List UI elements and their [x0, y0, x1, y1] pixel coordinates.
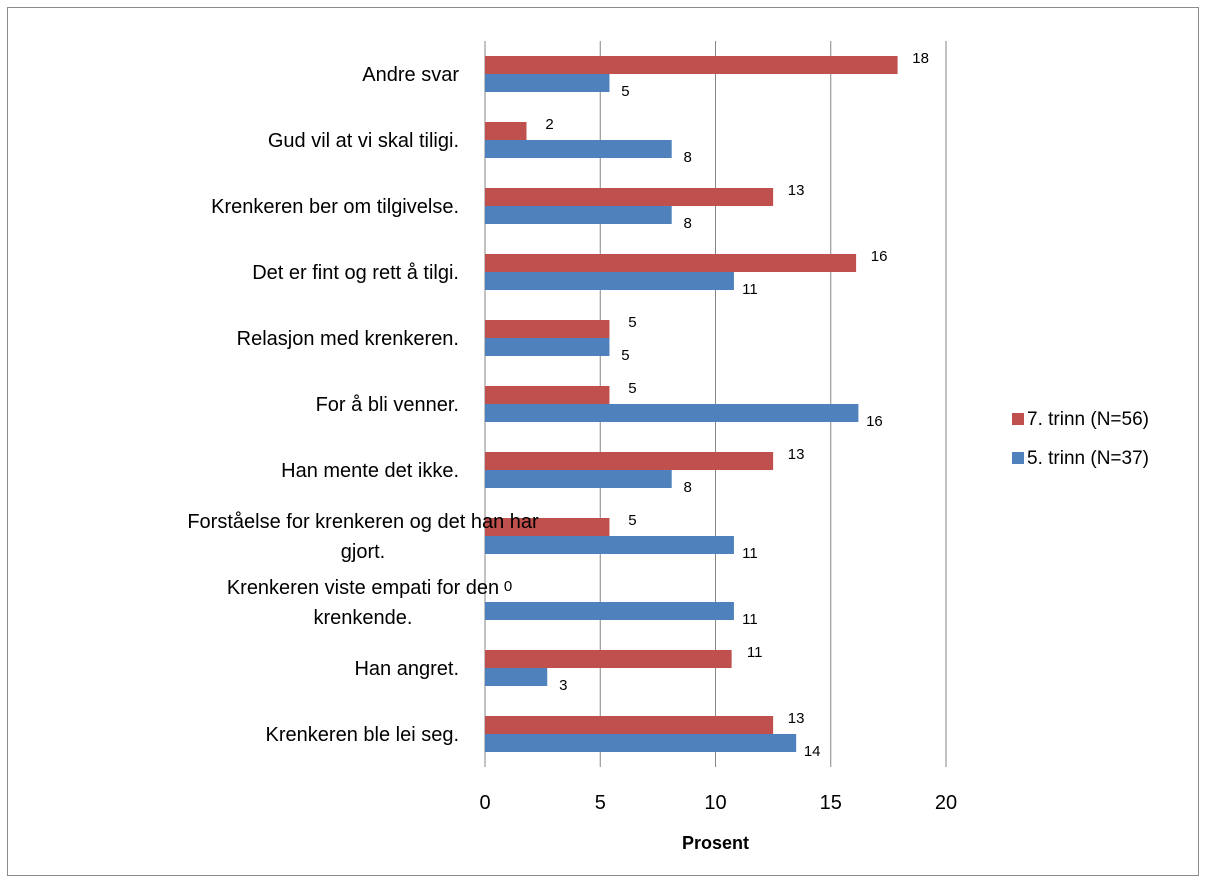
category-label-0: Andre svar	[362, 64, 459, 86]
x-tick-label-4: 20	[935, 792, 957, 814]
data-label-s2-6: 8	[684, 479, 692, 496]
category-label-line: For å bli venner.	[316, 394, 459, 416]
category-label-3: Det er fint og rett å tilgi.	[252, 262, 459, 284]
category-label-line: gjort.	[341, 541, 385, 563]
legend-swatch-1	[1012, 413, 1024, 425]
category-label-line: krenkende.	[314, 607, 413, 629]
category-label-line: Krenkeren ber om tilgivelse.	[211, 196, 459, 218]
chart-frame: 18 5 2 8 13 8 16 11 5 5 5 16 13 8 5 11 0 11 11 3 13 14 Andre …	[7, 7, 1199, 876]
data-label-s2-7: 11	[742, 545, 758, 562]
data-label-s2-9: 3	[559, 677, 567, 694]
bar-s2-7	[485, 536, 734, 554]
bar-s2-9	[485, 668, 548, 686]
bar-s1-4	[485, 320, 610, 338]
bar-s2-3	[485, 272, 734, 290]
category-label-6: Han mente det ikke.	[281, 460, 459, 482]
data-label-s1-5: 5	[628, 380, 636, 397]
category-label-2: Krenkeren ber om tilgivelse.	[211, 196, 459, 218]
legend-item-2: 5. trinn (N=37)	[1012, 448, 1149, 469]
x-tick-label-1: 5	[595, 792, 606, 814]
bar-s2-8	[485, 602, 734, 620]
data-label-s2-10: 14	[804, 743, 821, 760]
legend-swatch-2	[1012, 452, 1024, 464]
category-label-line: Gud vil at vi skal tiligi.	[268, 130, 459, 152]
category-label-1: Gud vil at vi skal tiligi.	[268, 130, 459, 152]
category-label-line: Relasjon med krenkeren.	[237, 328, 459, 350]
data-label-s1-2: 13	[788, 182, 805, 199]
bar-s1-10	[485, 716, 774, 734]
data-labels: 18 5 2 8 13 8 16 11 5 5 5 16 13 8 5 11 0 11 11 3 13 14	[504, 50, 929, 760]
category-label-10: Krenkeren ble lei seg.	[266, 724, 459, 746]
data-label-s1-8: 0	[504, 578, 512, 595]
category-label-5: For å bli venner.	[316, 394, 459, 416]
x-tick-label-2: 10	[704, 792, 726, 814]
data-label-s1-10: 13	[788, 710, 805, 727]
bars	[485, 56, 898, 752]
category-label-4: Relasjon med krenkeren.	[237, 328, 459, 350]
x-axis-title: Prosent	[682, 833, 749, 853]
data-label-s2-4: 5	[621, 347, 629, 364]
data-label-s2-2: 8	[684, 215, 692, 232]
bar-s1-3	[485, 254, 857, 272]
bar-s2-6	[485, 470, 672, 488]
data-label-s1-7: 5	[628, 512, 636, 529]
bar-s2-4	[485, 338, 610, 356]
category-labels: Andre svar Gud vil at vi skal tiligi. Kren…	[187, 64, 539, 746]
category-label-line: Det er fint og rett å tilgi.	[252, 262, 459, 284]
data-label-s1-6: 13	[788, 446, 805, 463]
bar-s1-1	[485, 122, 527, 140]
data-label-s2-0: 5	[621, 83, 629, 100]
data-label-s2-8: 11	[742, 611, 758, 628]
bar-s2-0	[485, 74, 610, 92]
bar-s1-0	[485, 56, 898, 74]
data-label-s1-4: 5	[628, 314, 636, 331]
category-label-9: Han angret.	[354, 658, 459, 680]
legend: 7. trinn (N=56) 5. trinn (N=37)	[1012, 409, 1149, 469]
category-label-line: Han angret.	[354, 658, 459, 680]
bar-s1-6	[485, 452, 774, 470]
data-label-s1-9: 11	[747, 644, 763, 661]
legend-label-1: 7. trinn (N=56)	[1027, 409, 1149, 430]
x-tick-label-3: 15	[820, 792, 842, 814]
category-label-line: Han mente det ikke.	[281, 460, 459, 482]
category-label-7: Forståelse for krenkeren og det han har g…	[187, 511, 539, 563]
x-tick-label-0: 0	[479, 792, 490, 814]
bar-s1-7	[485, 518, 610, 536]
legend-label-2: 5. trinn (N=37)	[1027, 448, 1149, 469]
bar-s1-9	[485, 650, 732, 668]
data-label-s1-3: 16	[871, 248, 888, 265]
x-tick-labels: 0 5 10 15 20	[479, 792, 957, 814]
category-label-8: Krenkeren viste empati for den krenkende.	[227, 577, 499, 629]
category-label-line: Forståelse for krenkeren og det han har	[187, 511, 539, 533]
data-label-s2-3: 11	[742, 281, 758, 298]
bar-chart: 18 5 2 8 13 8 16 11 5 5 5 16 13 8 5 11 0 11 11 3 13 14 Andre …	[187, 41, 1149, 853]
category-label-line: Andre svar	[362, 64, 459, 86]
legend-item-1: 7. trinn (N=56)	[1012, 409, 1149, 430]
bar-s2-5	[485, 404, 859, 422]
category-label-line: Krenkeren viste empati for den	[227, 577, 499, 599]
bar-s2-2	[485, 206, 672, 224]
data-label-s2-5: 16	[866, 413, 883, 430]
data-label-s1-1: 2	[545, 116, 553, 133]
data-label-s1-0: 18	[912, 50, 929, 67]
bar-s1-5	[485, 386, 610, 404]
bar-s2-10	[485, 734, 797, 752]
bar-s1-2	[485, 188, 774, 206]
category-label-line: Krenkeren ble lei seg.	[266, 724, 459, 746]
bar-s2-1	[485, 140, 672, 158]
data-label-s2-1: 8	[684, 149, 692, 166]
